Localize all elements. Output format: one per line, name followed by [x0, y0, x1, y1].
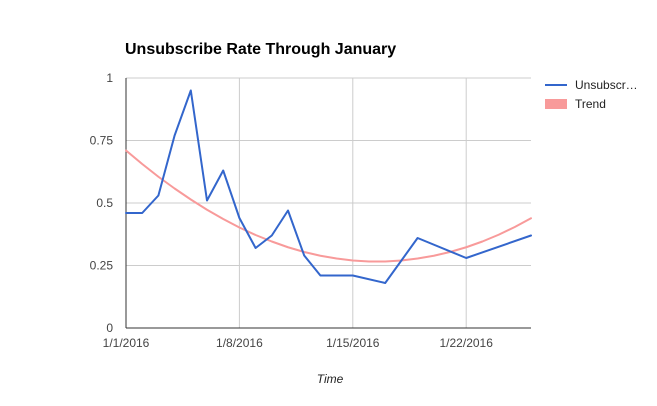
x-tick-label: 1/8/2016: [216, 336, 263, 350]
legend: Unsubscr… Trend: [545, 78, 638, 111]
trend-line: [125, 149, 532, 263]
series-lines: [125, 89, 532, 284]
legend-label: Trend: [575, 97, 606, 111]
y-tick-label: 0: [106, 321, 113, 335]
chart-title: Unsubscribe Rate Through January: [125, 41, 396, 58]
x-tick-label: 1/15/2016: [326, 336, 380, 350]
legend-label: Unsubscr…: [575, 78, 638, 92]
y-tick-label: 0.25: [90, 259, 114, 273]
y-tick-label: 1: [106, 71, 113, 85]
unsubscribe-rate-line: [125, 89, 532, 284]
x-axis-label: Time: [317, 372, 344, 386]
x-tick-label: 1/1/2016: [103, 336, 150, 350]
axes: 0 0.25 0.5 0.75 1 1/1/2016 1/8/2016 1/15/2016 1/…: [90, 71, 531, 350]
x-tick-label: 1/22/2016: [440, 336, 494, 350]
legend-swatch-trend: [545, 99, 567, 109]
y-tick-label: 0.75: [90, 134, 114, 148]
y-tick-label: 0.5: [96, 196, 113, 210]
gridlines: [126, 77, 531, 329]
